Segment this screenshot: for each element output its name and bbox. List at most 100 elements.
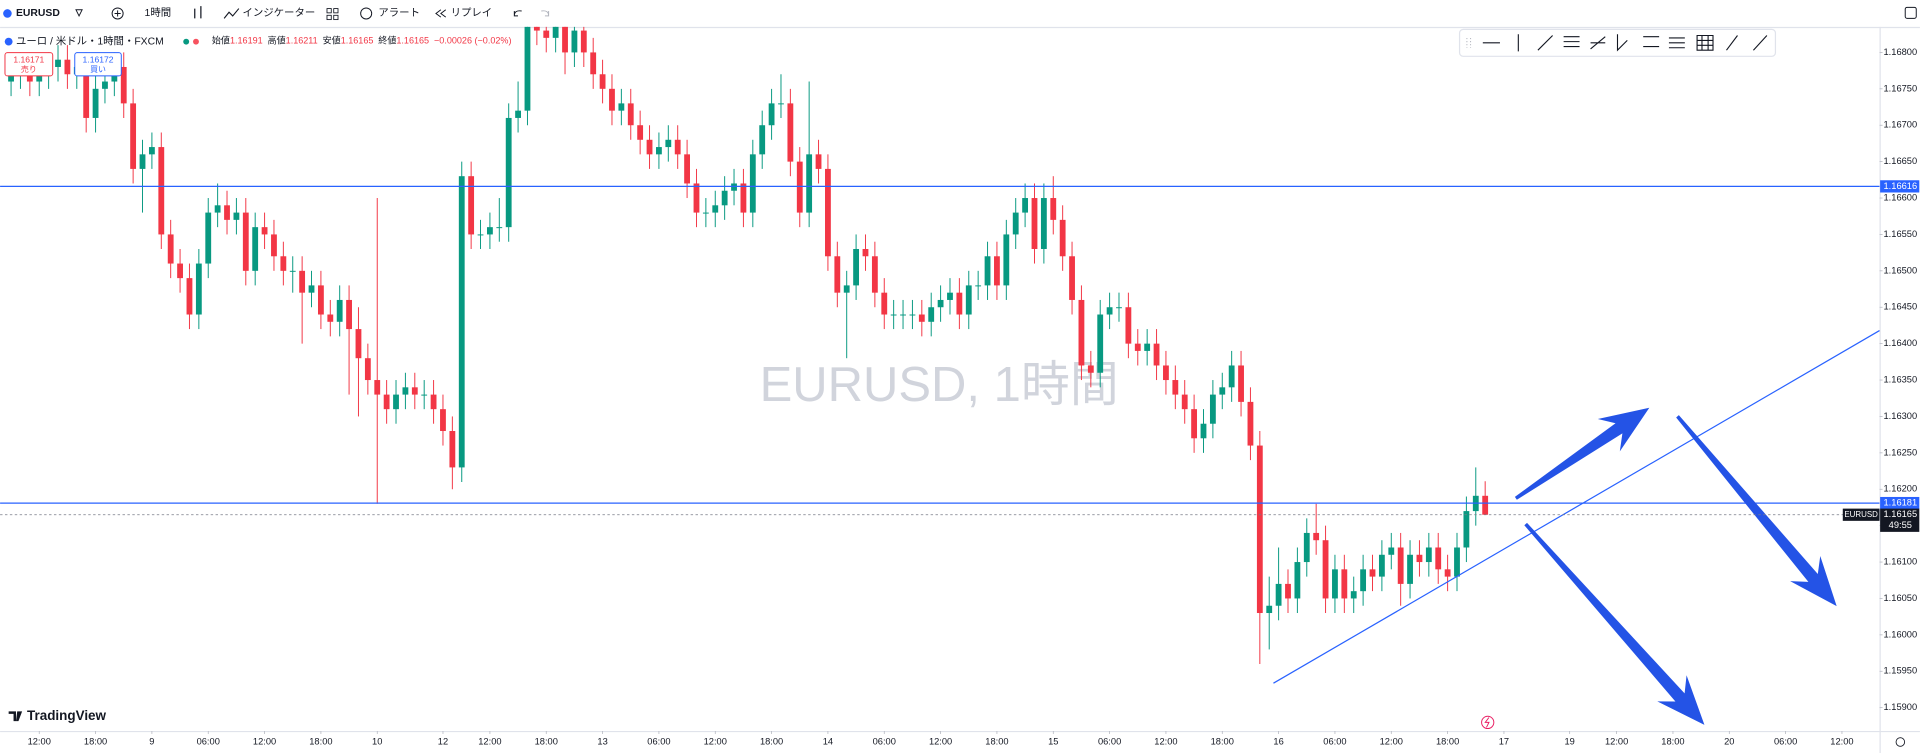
candle-body	[702, 212, 709, 214]
alerts-button[interactable]: アラート	[378, 7, 420, 19]
candle-body	[1031, 198, 1038, 249]
arrow[interactable]	[1524, 522, 1705, 725]
watermark: EURUSD, 1時間	[760, 358, 1119, 412]
drawing-tools[interactable]	[1482, 34, 1768, 52]
symbol-button[interactable]: EURUSD	[16, 8, 60, 19]
candle-body	[139, 154, 146, 169]
symbol-icon	[3, 9, 12, 18]
legend-icon	[4, 37, 13, 46]
candle-body	[1087, 365, 1094, 373]
y-tick-label: 1.16800	[1884, 47, 1918, 57]
candle-body	[1369, 569, 1376, 577]
compare-icon[interactable]	[75, 9, 83, 18]
candle-body	[918, 314, 925, 322]
replay-button[interactable]: リプレイ	[451, 7, 493, 19]
redo-icon[interactable]	[541, 10, 550, 17]
candle-body	[158, 147, 165, 235]
y-tick-label: 1.15950	[1884, 666, 1918, 676]
candle-body	[440, 409, 446, 432]
indicator-icon[interactable]	[223, 8, 240, 19]
candle-body	[552, 26, 559, 38]
interval-button[interactable]: 1時間	[145, 7, 172, 19]
candle-body	[712, 205, 719, 213]
candle-body	[1200, 423, 1207, 439]
x-tick-label: 12:00	[1380, 736, 1403, 746]
x-tick-label: 18:00	[84, 736, 107, 746]
candle-body	[468, 176, 475, 235]
y-tick-label: 1.16600	[1884, 192, 1918, 202]
candle-body	[1144, 343, 1151, 351]
candle-body	[1069, 256, 1075, 300]
candle-body	[947, 292, 953, 300]
candle-body	[956, 292, 963, 315]
sell-button[interactable]	[4, 52, 54, 77]
candle-body	[421, 394, 428, 396]
candle-body	[562, 26, 568, 53]
candle-body	[984, 256, 991, 286]
arrow[interactable]	[1676, 415, 1837, 607]
x-tick-label: 12:00	[28, 736, 51, 746]
candle-body	[224, 205, 230, 220]
drawings	[0, 185, 1880, 725]
current-price-label: 1.16165	[1884, 509, 1918, 519]
candle-body	[862, 248, 869, 257]
candle-body	[1003, 234, 1010, 286]
trend-line[interactable]	[1273, 330, 1880, 684]
candle-body	[336, 299, 343, 322]
add-icon[interactable]	[111, 7, 124, 20]
layout-icon	[333, 14, 339, 21]
legend-title: ユーロ / 米ドル・1時間・FXCM	[16, 34, 164, 47]
chart-type-icon[interactable]	[194, 6, 202, 19]
x-tick-label: 12:00	[1154, 736, 1177, 746]
candle-body	[768, 103, 775, 126]
candle-body	[618, 103, 625, 111]
x-tick-label: 14	[823, 736, 833, 746]
candle-body	[1266, 605, 1273, 614]
x-tick-label: 12:00	[253, 736, 276, 746]
market-status	[183, 38, 190, 45]
candle-body	[937, 299, 944, 308]
replay-icon[interactable]	[435, 9, 447, 18]
drawing-toolbar	[1458, 28, 1777, 57]
candle-body	[881, 292, 888, 315]
candle-body	[599, 74, 606, 89]
arrow[interactable]	[1514, 407, 1650, 500]
event-icon-bolt	[1484, 717, 1490, 728]
candle-body	[374, 380, 381, 395]
alert-icon[interactable]	[360, 7, 373, 20]
y-tick-label: 1.15900	[1884, 702, 1918, 712]
layout-icon[interactable]	[326, 8, 332, 14]
price-label-bg	[1880, 496, 1920, 510]
candle-body	[656, 147, 662, 155]
candle-body	[1341, 569, 1348, 599]
candle-body	[167, 234, 174, 264]
candle-body	[815, 154, 822, 169]
x-tick-label: 18:00	[1436, 736, 1459, 746]
plot-area	[8, 26, 1489, 664]
candle-body	[327, 314, 334, 322]
candle-body	[252, 227, 259, 271]
y-tick-label: 1.16350	[1884, 374, 1918, 384]
candle-body	[402, 387, 409, 395]
candle-body	[796, 161, 803, 213]
candle-body	[1191, 409, 1198, 439]
buy-button[interactable]	[74, 52, 122, 77]
candle-body	[36, 74, 43, 82]
candle-body	[1012, 212, 1019, 235]
candle-body	[1482, 495, 1489, 515]
symbol-tag: EURUSD	[1844, 510, 1878, 519]
settings-icon[interactable]	[1895, 737, 1906, 747]
candle-body	[496, 227, 503, 229]
event-icon[interactable]	[1481, 715, 1495, 730]
candle-body	[317, 285, 324, 315]
y-tick-label: 1.16550	[1884, 229, 1918, 239]
undo-icon[interactable]	[513, 10, 522, 17]
candle-body	[280, 256, 287, 271]
candle-body	[871, 256, 878, 293]
x-tick-label: 06:00	[647, 736, 670, 746]
fullscreen-icon[interactable]	[1904, 6, 1917, 19]
low-value: 1.16165	[341, 36, 374, 46]
indicators-button[interactable]: インジケーター	[243, 7, 316, 19]
candle-body	[1275, 583, 1282, 606]
